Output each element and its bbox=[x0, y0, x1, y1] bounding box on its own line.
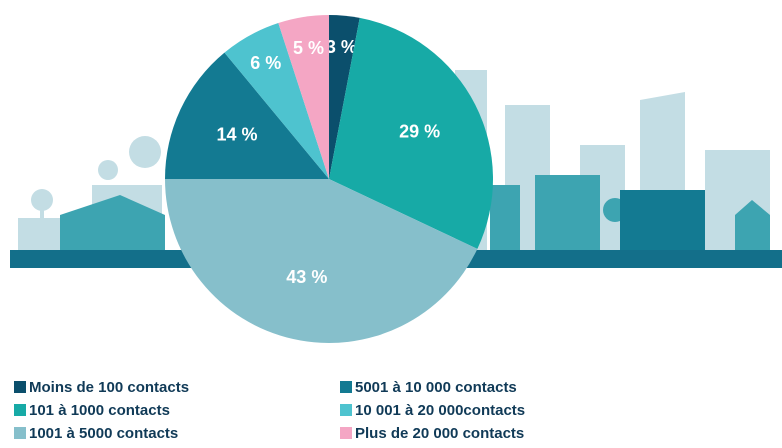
legend-swatch bbox=[340, 381, 352, 393]
slice-label: 29 % bbox=[399, 122, 440, 142]
pie-slice bbox=[165, 52, 329, 179]
slice-label: 3 % bbox=[326, 37, 357, 57]
legend-label: 101 à 1000 contacts bbox=[29, 402, 170, 419]
pie-slice bbox=[329, 15, 360, 179]
legend-swatch bbox=[14, 381, 26, 393]
legend-label: Plus de 20 000 contacts bbox=[355, 425, 524, 442]
slice-label: 5 % bbox=[293, 38, 324, 58]
legend-label: 1001 à 5000 contacts bbox=[29, 425, 178, 442]
slice-label: 14 % bbox=[216, 124, 257, 144]
pie-slice bbox=[224, 23, 329, 179]
legend-label: Moins de 100 contacts bbox=[29, 379, 189, 396]
pie-slice bbox=[278, 15, 329, 179]
pie-slice bbox=[165, 179, 478, 343]
slice-label: 43 % bbox=[286, 267, 327, 287]
legend-swatch bbox=[14, 404, 26, 416]
legend-swatch bbox=[340, 404, 352, 416]
pie-slice bbox=[329, 17, 493, 249]
legend-label: 10 001 à 20 000contacts bbox=[355, 402, 525, 419]
slice-label: 6 % bbox=[250, 53, 281, 73]
legend-label: 5001 à 10 000 contacts bbox=[355, 379, 517, 396]
legend-swatch bbox=[340, 427, 352, 439]
legend-swatch bbox=[14, 427, 26, 439]
